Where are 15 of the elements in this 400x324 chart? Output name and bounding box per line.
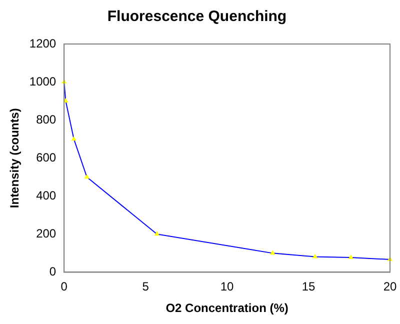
x-tick-label: 20: [383, 280, 397, 294]
x-tick-label: 10: [220, 280, 234, 294]
y-tick-label: 600: [36, 150, 56, 164]
y-tick-label: 800: [36, 112, 56, 126]
x-axis-title: O2 Concentration (%): [166, 301, 288, 316]
y-tick-label: 0: [49, 264, 56, 279]
y-tick-label: 400: [36, 188, 56, 202]
x-tick-label: 0: [60, 280, 68, 294]
y-tick-label: 200: [36, 226, 56, 240]
y-tick-label: 1200: [29, 36, 56, 50]
y-tick-label: 1000: [29, 74, 56, 88]
chart-title: Fluorescence Quenching: [107, 8, 287, 26]
y-axis-title: Intensity (counts): [8, 108, 22, 208]
x-tick-label: 5: [142, 280, 150, 294]
x-tick-label: 15: [302, 280, 316, 294]
